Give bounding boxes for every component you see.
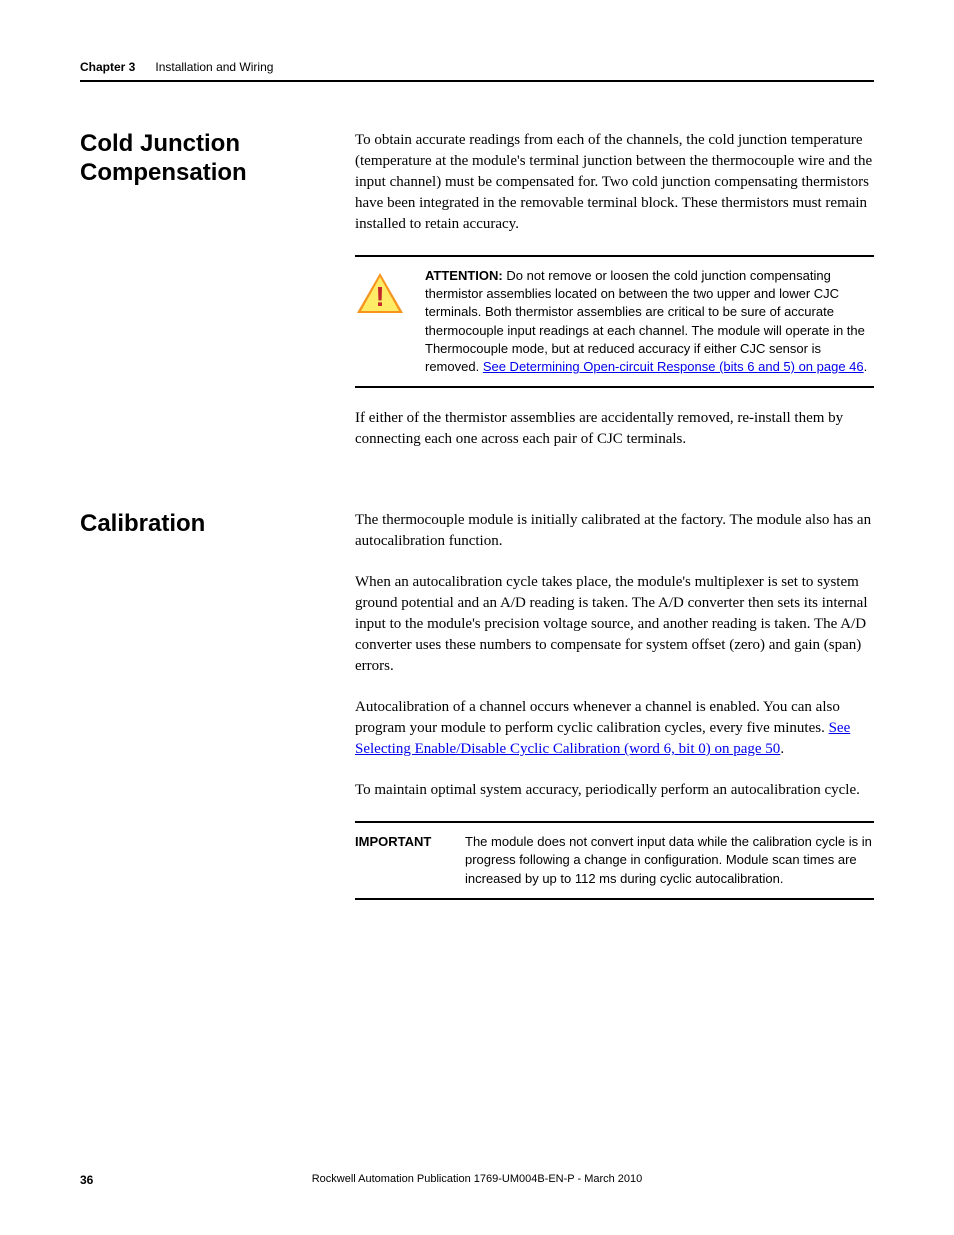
paragraph: If either of the thermistor assemblies a… [355, 408, 874, 450]
attention-text: ATTENTION: Do not remove or loosen the c… [425, 267, 874, 376]
open-circuit-link[interactable]: See Determining Open-circuit Response (b… [483, 359, 864, 374]
publication-info: Rockwell Automation Publication 1769-UM0… [312, 1173, 643, 1185]
important-text: The module does not convert input data w… [465, 833, 874, 888]
chapter-title: Installation and Wiring [155, 60, 273, 74]
chapter-label: Chapter 3 [80, 60, 135, 74]
attention-label: ATTENTION: [425, 268, 503, 283]
important-box: IMPORTANT The module does not convert in… [355, 821, 874, 900]
section-heading: Cold Junction Compensation [80, 130, 305, 470]
attention-box: ! ATTENTION: Do not remove or loosen the… [355, 255, 874, 388]
important-label: IMPORTANT [355, 833, 445, 851]
section-heading: Calibration [80, 510, 305, 900]
attention-period: . [864, 359, 868, 374]
content-area: Cold Junction Compensation To obtain acc… [80, 130, 874, 940]
paragraph-period: . [780, 741, 784, 757]
paragraph-text: Autocalibration of a channel occurs when… [355, 699, 840, 736]
section-calibration: Calibration The thermocouple module is i… [80, 510, 874, 900]
paragraph: Autocalibration of a channel occurs when… [355, 697, 874, 760]
page-number: 36 [80, 1173, 93, 1187]
page-footer: 36 Rockwell Automation Publication 1769-… [80, 1173, 874, 1187]
paragraph: The thermocouple module is initially cal… [355, 510, 874, 552]
svg-text:!: ! [375, 281, 384, 312]
page-header: Chapter 3 Installation and Wiring [80, 60, 874, 82]
paragraph: To obtain accurate readings from each of… [355, 130, 874, 235]
section-body: To obtain accurate readings from each of… [355, 130, 874, 470]
section-cold-junction: Cold Junction Compensation To obtain acc… [80, 130, 874, 470]
warning-triangle-icon: ! [355, 267, 405, 322]
section-body: The thermocouple module is initially cal… [355, 510, 874, 900]
paragraph: To maintain optimal system accuracy, per… [355, 780, 874, 801]
paragraph: When an autocalibration cycle takes plac… [355, 572, 874, 677]
